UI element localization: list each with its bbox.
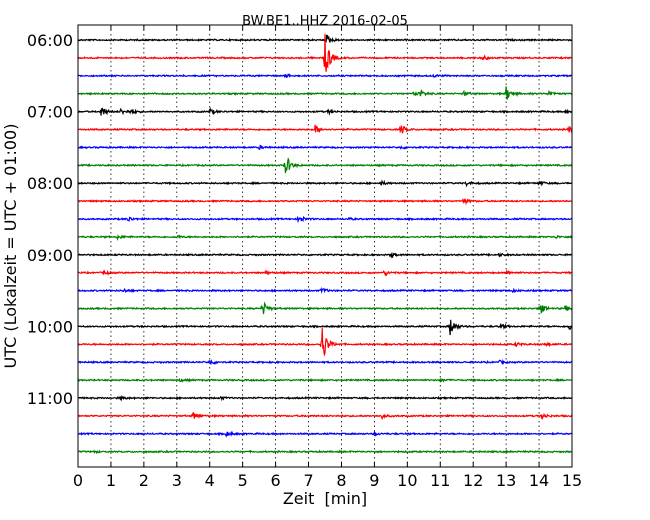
trace-1145	[77, 449, 573, 455]
x-tick-label: 3	[172, 471, 182, 490]
plot-area-frame	[77, 24, 573, 468]
trace-1030	[78, 358, 573, 366]
chart-title: BW.BE1..HHZ 2016-02-05	[242, 14, 408, 29]
trace-0945	[77, 301, 573, 315]
y-tick-label: 08:00	[27, 174, 73, 193]
trace-0645	[77, 86, 573, 100]
trace-1115	[77, 412, 573, 421]
trace-0845	[77, 233, 573, 241]
y-tick-label: 06:00	[27, 31, 73, 50]
trace-1100	[77, 394, 573, 402]
trace-0615	[77, 33, 573, 72]
y-tick-label: 07:00	[27, 103, 73, 122]
seismogram-traces	[77, 33, 573, 455]
trace-0715	[77, 124, 573, 134]
trace-1130	[77, 430, 573, 438]
x-axis-label: Zeit [min]	[283, 489, 367, 508]
x-tick-label: 10	[397, 471, 417, 490]
trace-0800	[77, 179, 573, 188]
y-tick-label: 10:00	[27, 317, 73, 336]
x-tick-label: 12	[463, 471, 483, 490]
x-tick-label: 8	[336, 471, 346, 490]
x-tick-label: 2	[139, 471, 149, 490]
y-axis-ticks: 06:00 07:00 08:00 09:00 10:00 11:00	[27, 31, 572, 408]
x-tick-label: 6	[271, 471, 281, 490]
x-tick-label: 14	[529, 471, 549, 490]
trace-0830	[77, 215, 573, 224]
trace-0745	[77, 157, 573, 174]
x-tick-label: 13	[496, 471, 516, 490]
x-tick-label: 1	[106, 471, 116, 490]
x-tick-label: 0	[73, 471, 83, 490]
y-tick-label: 09:00	[27, 246, 73, 265]
trace-0915	[77, 269, 573, 277]
trace-1000	[77, 319, 573, 336]
y-tick-label: 11:00	[27, 389, 73, 408]
trace-0700	[77, 106, 573, 116]
x-tick-label: 5	[238, 471, 248, 490]
x-axis-ticks: 0 1 2 3 4 5 6 7 8 9 10 11 12 13 14 15	[73, 25, 582, 490]
x-tick-label: 4	[205, 471, 215, 490]
x-tick-label: 9	[369, 471, 379, 490]
y-axis-label: UTC (Lokalzeit = UTC + 01:00)	[1, 124, 20, 369]
x-tick-label: 15	[562, 471, 582, 490]
vertical-gridlines	[110, 25, 540, 467]
trace-1015	[77, 328, 573, 357]
trace-0730	[77, 144, 573, 151]
trace-0930	[77, 286, 573, 294]
trace-0630	[77, 73, 573, 79]
x-tick-label: 7	[303, 471, 313, 490]
trace-1045	[77, 377, 573, 383]
trace-0815	[77, 198, 573, 206]
trace-0900	[77, 251, 573, 259]
x-tick-label: 11	[430, 471, 450, 490]
